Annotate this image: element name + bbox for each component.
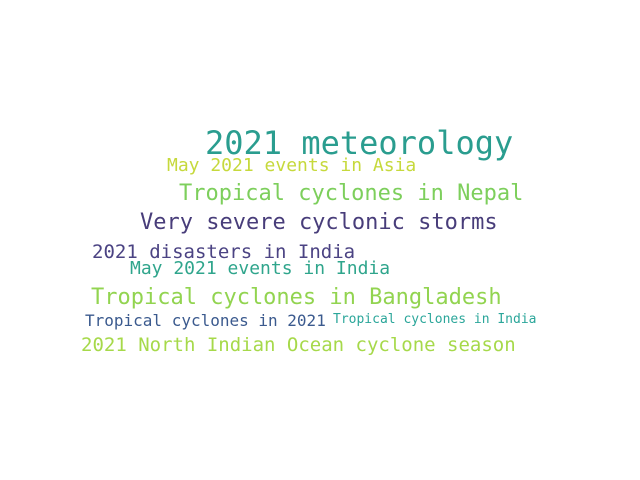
cloud-word: May 2021 events in India <box>130 258 391 279</box>
cloud-word: 2021 North Indian Ocean cyclone season <box>81 334 516 356</box>
cloud-word: Tropical cyclones in 2021 <box>85 311 326 330</box>
cloud-word: Very severe cyclonic storms <box>140 210 498 235</box>
cloud-word: May 2021 events in Asia <box>167 155 417 176</box>
cloud-word: 2021 disasters in India <box>92 241 356 263</box>
cloud-word: 2021 meteorology <box>205 124 514 162</box>
cloud-word: Tropical cyclones in India <box>333 312 537 327</box>
cloud-word: Tropical cyclones in Nepal <box>179 181 524 206</box>
cloud-word: Tropical cyclones in Bangladesh <box>91 285 502 310</box>
